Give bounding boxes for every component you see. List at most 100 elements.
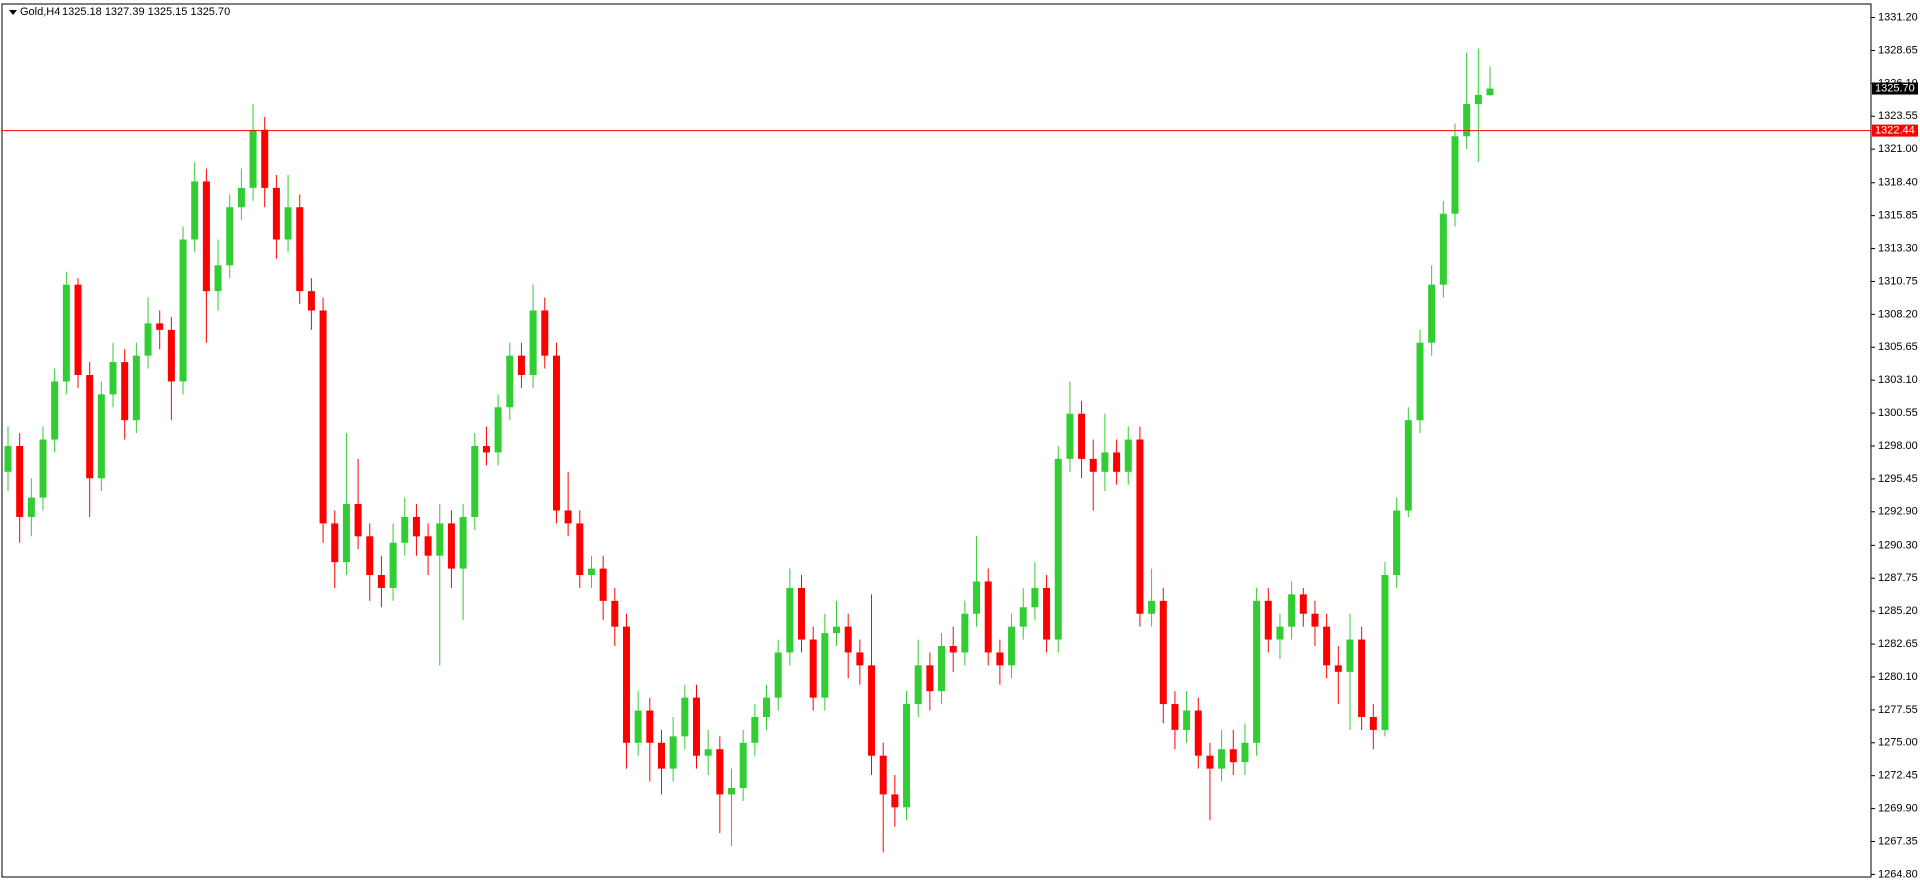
y-tick-label: 1282.65 [1878,638,1918,650]
candle-body [459,516,467,569]
candle-body [938,646,946,692]
candle-body [331,523,339,563]
y-tick-label: 1280.10 [1878,671,1918,683]
candle-body [51,381,59,440]
y-tick-label: 1328.65 [1878,44,1918,56]
candle-body [1031,587,1039,608]
candle-body [1101,452,1109,472]
candle-body [1451,136,1459,214]
candle-body [798,587,806,640]
candle-body [249,129,257,188]
candle-body [1299,594,1307,614]
candle-body [342,504,350,563]
candle-body [1463,104,1471,137]
candle-body [16,445,24,517]
candle-body [529,310,537,376]
candle-body [261,129,269,188]
candle-body [809,639,817,698]
candle-body [272,187,280,240]
candle-body [1486,88,1494,96]
candle-body [237,187,245,208]
candle-body [1393,510,1401,576]
candle-body [879,755,887,795]
candle-body [634,710,642,743]
last-price-box [1872,82,1918,95]
candle-body [1381,575,1389,730]
candle-body [1171,704,1179,730]
candle-body [681,697,689,737]
candle-body [669,736,677,769]
candle-body [763,697,771,717]
candle-body [1008,626,1016,666]
candle-body [622,626,630,743]
candle-body [1241,742,1249,763]
candle-body [1019,607,1027,627]
candle-body [868,665,876,756]
candle-body [704,749,712,756]
candle-body [62,284,70,382]
candle-body [949,646,957,653]
y-tick-label: 1300.55 [1878,407,1918,419]
candle-body [354,504,362,537]
candle-body [517,355,525,376]
candle-body [926,665,934,692]
y-tick-label: 1285.20 [1878,605,1918,617]
candle-body [156,323,164,330]
candle-body [202,181,210,292]
y-tick-label: 1287.75 [1878,572,1918,584]
candle-body [657,742,665,769]
y-tick-label: 1318.40 [1878,177,1918,189]
candle-body [576,523,584,576]
plot-frame [1,3,1872,878]
candle-body [786,587,794,653]
candle-body [1043,587,1051,640]
price-line-box [1872,124,1918,137]
y-tick-label: 1277.55 [1878,704,1918,716]
chart-title: Gold,H4 [20,6,60,18]
candle-body [1323,626,1331,666]
candle-body [611,600,619,627]
candle-body [401,516,409,543]
menu-arrow [9,10,17,15]
candle-body [833,626,841,634]
y-tick-label: 1321.00 [1878,143,1918,155]
candle-body [1311,613,1319,627]
y-tick-label: 1315.85 [1878,210,1918,222]
y-tick-label: 1331.20 [1878,11,1918,23]
candle-body [226,207,234,266]
candle-body [1264,600,1272,640]
candle-body [1078,413,1086,459]
y-tick-label: 1310.75 [1878,275,1918,287]
candle-body [74,284,82,376]
y-tick-label: 1272.45 [1878,770,1918,782]
y-tick-label: 1308.20 [1878,308,1918,320]
candle-body [1218,749,1226,769]
candle-body [891,794,899,808]
candle-body [179,239,187,382]
candle-body [27,497,35,517]
candle-body [1428,284,1436,343]
price-line-label: 1322.44 [1875,125,1915,137]
candle-body [1439,213,1447,285]
chart-subtitle: 1325.18 1327.39 1325.15 1325.70 [62,6,230,18]
candle-body [412,516,420,537]
y-tick-label: 1323.55 [1878,110,1918,122]
candle-body [214,265,222,292]
candle-body [471,445,479,517]
candle-body [587,568,595,576]
last-price-label: 1325.70 [1875,82,1915,94]
candle-body [1124,439,1132,472]
y-tick-label: 1269.90 [1878,803,1918,815]
candle-body [1358,639,1366,717]
candle-body [4,445,12,472]
y-tick-label: 1303.10 [1878,374,1918,386]
y-tick-label: 1264.80 [1878,868,1918,880]
candle-body [903,704,911,808]
candle-body [1089,458,1097,472]
candle-body [319,310,327,524]
candle-body [121,362,129,421]
candle-body [774,652,782,698]
candle-body [1194,710,1202,756]
